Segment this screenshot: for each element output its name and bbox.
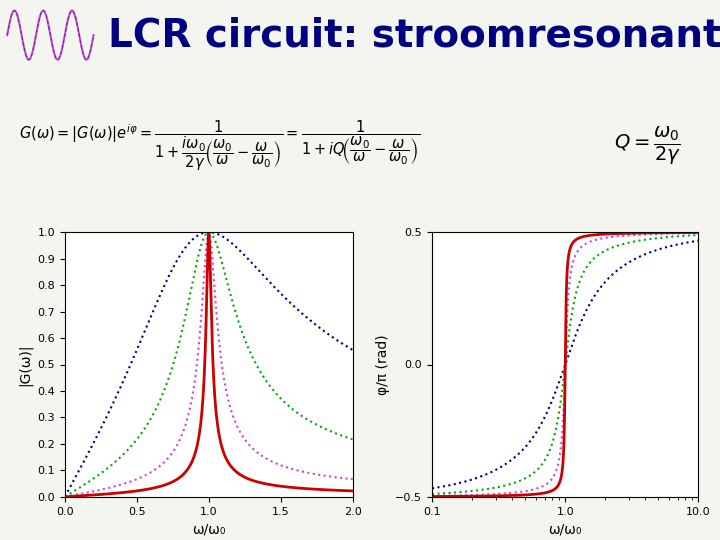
Text: LCR circuit: stroomresonantie: LCR circuit: stroomresonantie	[108, 16, 720, 54]
Y-axis label: |G(ω)|: |G(ω)|	[17, 343, 32, 386]
X-axis label: ω/ω₀: ω/ω₀	[192, 522, 225, 536]
X-axis label: ω/ω₀: ω/ω₀	[549, 522, 582, 536]
Text: $Q = \dfrac{\omega_0}{2\gamma}$: $Q = \dfrac{\omega_0}{2\gamma}$	[614, 125, 682, 167]
Y-axis label: φ/π (rad): φ/π (rad)	[376, 334, 390, 395]
Text: $G(\omega) = |G(\omega)|e^{i\varphi} = \dfrac{1}{1+\dfrac{i\omega_0}{2\gamma}\!\: $G(\omega) = |G(\omega)|e^{i\varphi} = \…	[19, 118, 420, 173]
